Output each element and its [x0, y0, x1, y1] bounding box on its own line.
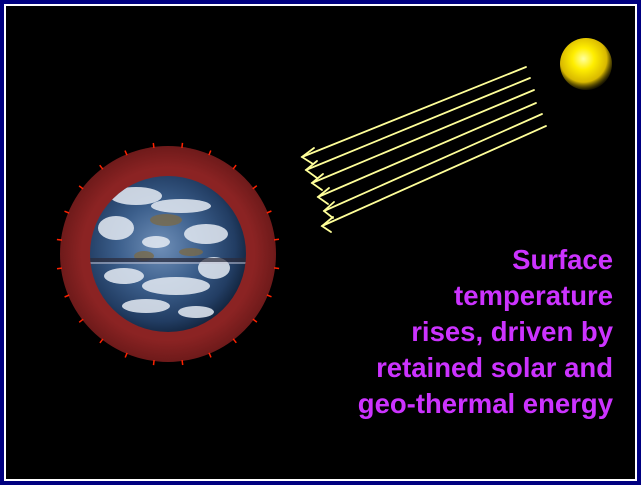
heat-tick: [232, 338, 237, 344]
heat-tick: [208, 150, 212, 156]
caption-line: retained solar and: [376, 352, 613, 383]
caption-text: Surface temperature rises, driven by ret…: [293, 242, 613, 422]
heat-tick: [78, 185, 84, 190]
heat-tick: [152, 142, 155, 148]
heat-tick: [152, 360, 155, 366]
heat-tick: [99, 164, 104, 170]
sunlight-arrow: [320, 125, 547, 233]
heat-tick: [78, 318, 84, 323]
sun-icon: [560, 38, 612, 90]
heat-tick: [274, 267, 280, 270]
earth-icon: [90, 176, 246, 332]
sunlight-arrow: [304, 77, 531, 179]
heat-tick: [208, 352, 212, 358]
caption-line: Surface: [512, 244, 613, 275]
sunlight-arrow: [300, 66, 527, 165]
heat-tick: [99, 338, 104, 344]
caption-line: geo-thermal energy: [357, 388, 613, 419]
heat-tick: [252, 185, 258, 190]
heat-tick: [124, 352, 128, 358]
heat-tick: [252, 318, 258, 323]
heat-tick: [64, 210, 70, 214]
heat-tick: [56, 267, 62, 270]
heat-tick: [64, 294, 70, 298]
heat-tick: [181, 360, 184, 366]
heat-tick: [266, 294, 272, 298]
slide-canvas: Surface temperature rises, driven by ret…: [4, 4, 637, 481]
sunlight-arrow: [310, 89, 535, 191]
sunlight-arrows: [300, 66, 547, 233]
sunlight-arrow: [316, 102, 537, 205]
heat-tick: [274, 238, 280, 241]
heat-tick: [181, 142, 184, 148]
heat-tick: [56, 238, 62, 241]
greenhouse-diagram: [56, 38, 612, 366]
heat-tick: [232, 164, 237, 170]
heat-radiation-ticks: [56, 142, 280, 366]
sunlight-arrow: [322, 113, 543, 219]
heat-tick: [124, 150, 128, 156]
heat-tick: [266, 210, 272, 214]
caption-line: temperature: [454, 280, 613, 311]
caption-line: rises, driven by: [411, 316, 613, 347]
